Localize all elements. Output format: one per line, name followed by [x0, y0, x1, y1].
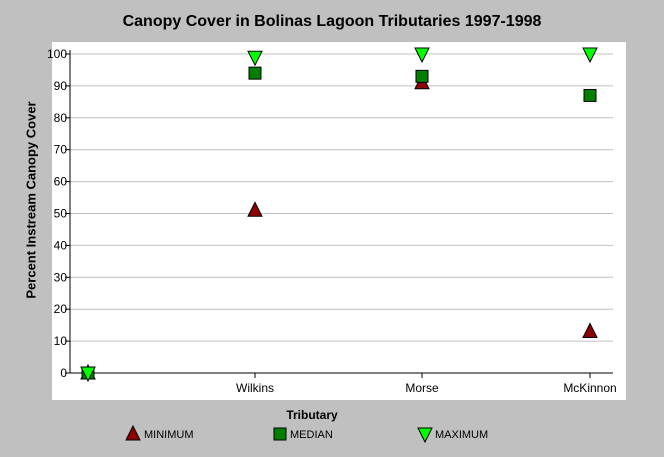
point-minimum — [582, 322, 598, 339]
y-tick-label: 60 — [54, 175, 68, 189]
y-tick-label: 70 — [54, 143, 68, 157]
axes — [65, 50, 613, 378]
y-tick-label: 80 — [54, 111, 68, 125]
x-axis-title: Tributary — [286, 408, 338, 422]
y-tick-label: 20 — [54, 302, 68, 316]
y-tick-label: 0 — [60, 366, 67, 380]
point-median — [415, 69, 429, 83]
legend-marker-minimum — [125, 424, 141, 441]
x-tick-labels: Wilkins Morse McKinnon — [236, 381, 617, 395]
point-maximum — [80, 366, 96, 383]
legend-label-maximum: MAXIMUM — [435, 429, 489, 441]
y-tick-label: 10 — [54, 334, 68, 348]
y-tick-label: 90 — [54, 79, 68, 93]
point-minimum — [247, 201, 263, 217]
data-points — [80, 47, 598, 383]
plot-panel — [52, 42, 626, 400]
x-tick-label: Morse — [405, 381, 439, 395]
point-maximum — [582, 47, 598, 64]
legend-marker-maximum — [417, 427, 433, 444]
x-tick-label: McKinnon — [563, 381, 616, 395]
legend-markers — [125, 424, 433, 444]
x-tick-label: Wilkins — [236, 381, 274, 395]
y-tick-labels: 0 10 20 30 40 50 60 70 80 90 100 — [47, 47, 67, 380]
y-tick-label: 50 — [54, 207, 68, 221]
legend-marker-median — [273, 427, 287, 441]
grid-lines — [70, 53, 613, 342]
y-tick-label: 30 — [54, 270, 68, 284]
legend-label-median: MEDIAN — [290, 429, 333, 441]
legend-label-minimum: MINIMUM — [144, 429, 194, 441]
chart-title: Canopy Cover in Bolinas Lagoon Tributari… — [122, 13, 542, 30]
y-tick-label: 100 — [47, 47, 67, 61]
point-maximum — [414, 47, 430, 64]
y-tick-label: 40 — [54, 238, 68, 252]
point-median — [583, 88, 597, 102]
point-maximum — [247, 50, 263, 67]
point-median — [248, 66, 262, 80]
